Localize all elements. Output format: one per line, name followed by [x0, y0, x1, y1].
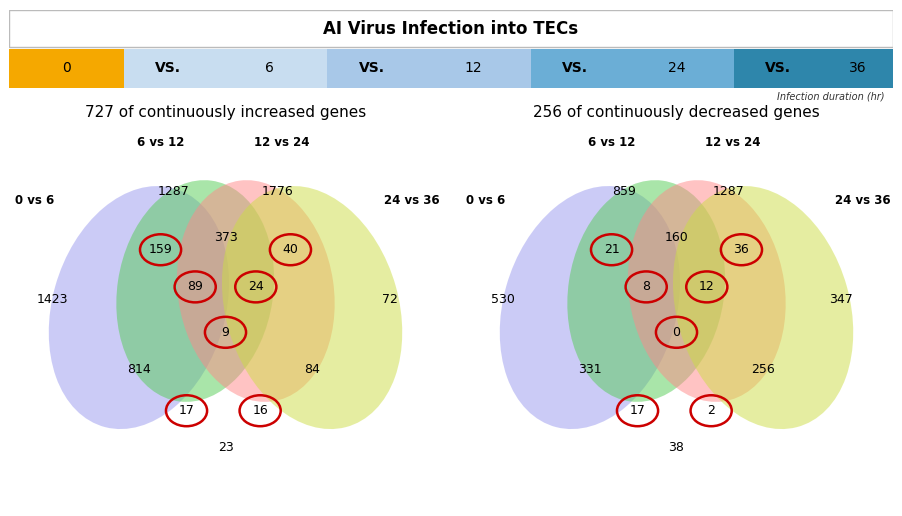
Text: 24 vs 36: 24 vs 36: [835, 194, 890, 207]
Text: 84: 84: [304, 363, 320, 376]
Text: 38: 38: [668, 441, 685, 455]
Bar: [124, 49, 212, 88]
Text: 24 vs 36: 24 vs 36: [384, 194, 439, 207]
Text: 6 vs 12: 6 vs 12: [137, 136, 184, 149]
Text: 0: 0: [62, 61, 71, 75]
Text: 17: 17: [630, 404, 646, 417]
Text: 727 of continuously increased genes: 727 of continuously increased genes: [85, 105, 366, 120]
Bar: [823, 49, 893, 88]
Bar: [530, 49, 619, 88]
Text: 12 vs 24: 12 vs 24: [705, 136, 760, 149]
Text: Infection duration (hr): Infection duration (hr): [777, 92, 884, 102]
Text: 0: 0: [673, 326, 680, 339]
Text: 2: 2: [707, 404, 715, 417]
Text: 814: 814: [127, 363, 151, 376]
Bar: [327, 49, 416, 88]
Text: 9: 9: [222, 326, 229, 339]
Text: 89: 89: [188, 280, 203, 294]
Text: 0 vs 6: 0 vs 6: [15, 194, 55, 207]
Text: 1287: 1287: [713, 185, 744, 199]
Text: 0 vs 6: 0 vs 6: [466, 194, 506, 207]
Ellipse shape: [222, 186, 402, 429]
Text: 331: 331: [578, 363, 602, 376]
Bar: [9, 49, 124, 88]
Text: 12 vs 24: 12 vs 24: [254, 136, 309, 149]
Text: 8: 8: [642, 280, 650, 294]
Text: 40: 40: [282, 243, 299, 256]
Bar: [416, 49, 530, 88]
FancyBboxPatch shape: [9, 10, 893, 47]
Text: 859: 859: [612, 185, 637, 199]
Text: 24: 24: [667, 61, 686, 75]
Text: 347: 347: [829, 293, 853, 306]
Bar: [619, 49, 734, 88]
Ellipse shape: [177, 180, 335, 402]
Text: 16: 16: [253, 404, 268, 417]
Text: 256: 256: [751, 363, 775, 376]
Text: 530: 530: [492, 293, 515, 306]
Text: 1287: 1287: [158, 185, 189, 199]
Text: 256 of continuously decreased genes: 256 of continuously decreased genes: [533, 105, 820, 120]
Text: VS.: VS.: [765, 61, 791, 75]
Text: 23: 23: [217, 441, 234, 455]
Text: 72: 72: [382, 293, 398, 306]
Text: 12: 12: [699, 280, 714, 294]
Text: 373: 373: [214, 231, 237, 244]
Ellipse shape: [116, 180, 274, 402]
Text: 24: 24: [248, 280, 263, 294]
Ellipse shape: [628, 180, 786, 402]
Text: AI Virus Infection into TECs: AI Virus Infection into TECs: [324, 20, 578, 38]
Ellipse shape: [673, 186, 853, 429]
Ellipse shape: [500, 186, 680, 429]
Text: 21: 21: [603, 243, 620, 256]
Text: 160: 160: [665, 231, 688, 244]
Text: 1423: 1423: [37, 293, 68, 306]
Text: 17: 17: [179, 404, 195, 417]
Text: 159: 159: [149, 243, 172, 256]
Text: VS.: VS.: [562, 61, 588, 75]
Text: 36: 36: [733, 243, 750, 256]
Ellipse shape: [49, 186, 229, 429]
Ellipse shape: [567, 180, 725, 402]
Text: 6: 6: [265, 61, 274, 75]
Text: VS.: VS.: [155, 61, 181, 75]
Text: 36: 36: [849, 61, 867, 75]
Bar: [212, 49, 327, 88]
Text: 12: 12: [465, 61, 482, 75]
Bar: [734, 49, 823, 88]
Text: 6 vs 12: 6 vs 12: [588, 136, 635, 149]
Text: VS.: VS.: [358, 61, 384, 75]
Text: 1776: 1776: [262, 185, 293, 199]
